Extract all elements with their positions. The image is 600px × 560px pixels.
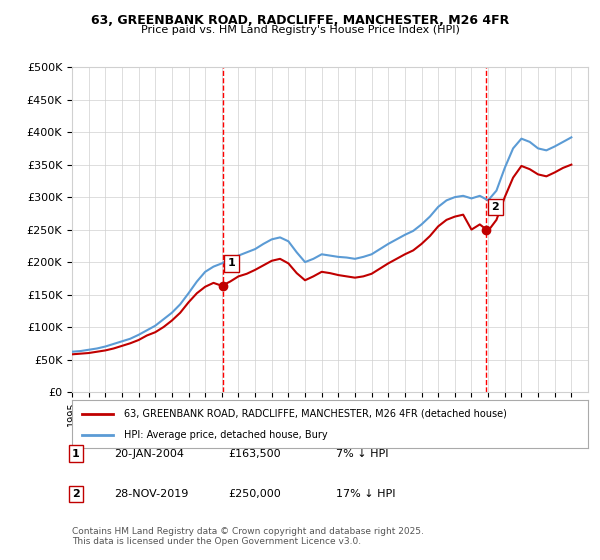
- Text: 2: 2: [72, 489, 80, 499]
- Text: Price paid vs. HM Land Registry's House Price Index (HPI): Price paid vs. HM Land Registry's House …: [140, 25, 460, 35]
- Text: HPI: Average price, detached house, Bury: HPI: Average price, detached house, Bury: [124, 430, 327, 440]
- Text: 1: 1: [227, 258, 235, 268]
- Text: 63, GREENBANK ROAD, RADCLIFFE, MANCHESTER, M26 4FR: 63, GREENBANK ROAD, RADCLIFFE, MANCHESTE…: [91, 14, 509, 27]
- Text: £163,500: £163,500: [228, 449, 281, 459]
- Text: 28-NOV-2019: 28-NOV-2019: [114, 489, 188, 499]
- Text: 2: 2: [491, 202, 499, 212]
- Text: £250,000: £250,000: [228, 489, 281, 499]
- Text: Contains HM Land Registry data © Crown copyright and database right 2025.
This d: Contains HM Land Registry data © Crown c…: [72, 526, 424, 546]
- Text: 20-JAN-2004: 20-JAN-2004: [114, 449, 184, 459]
- Text: 17% ↓ HPI: 17% ↓ HPI: [336, 489, 395, 499]
- Text: 1: 1: [72, 449, 80, 459]
- Text: 63, GREENBANK ROAD, RADCLIFFE, MANCHESTER, M26 4FR (detached house): 63, GREENBANK ROAD, RADCLIFFE, MANCHESTE…: [124, 409, 506, 419]
- Text: 7% ↓ HPI: 7% ↓ HPI: [336, 449, 389, 459]
